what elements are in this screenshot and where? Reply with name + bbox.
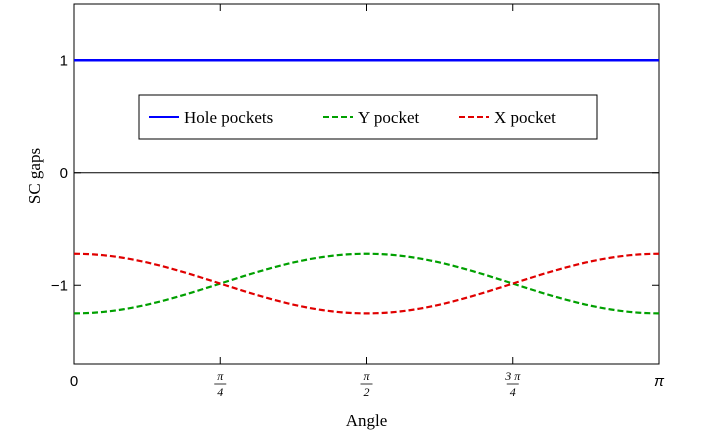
legend-box <box>138 94 598 140</box>
legend: Hole pockets Y pocket X pocket <box>138 94 598 140</box>
series-line <box>73 252 660 315</box>
legend-label: Y pocket <box>358 108 419 127</box>
axis-ticks: 0 π 4 π 2 3 π 4 π 1 0 −1 <box>51 4 665 399</box>
x-tick-label: 0 <box>70 373 78 390</box>
series-line <box>73 252 660 315</box>
x-tick-label: π <box>654 373 665 390</box>
x-tick-label-numerator: π <box>217 369 224 383</box>
series-layer <box>73 58 660 315</box>
plot-frame <box>73 3 660 365</box>
x-tick-label-numerator: π <box>363 369 370 383</box>
legend-label: Hole pockets <box>184 108 273 127</box>
x-tick-label-denominator: 2 <box>363 385 369 399</box>
y-tick-label: 1 <box>60 52 68 69</box>
legend-label: X pocket <box>494 108 556 127</box>
y-axis-title: SC gaps <box>25 148 44 204</box>
x-tick-label-denominator: 4 <box>510 385 516 399</box>
y-tick-label: 0 <box>60 165 68 182</box>
x-tick-label-denominator: 4 <box>217 385 223 399</box>
x-tick-label-numerator: 3 π <box>504 369 521 383</box>
x-axis-title: Angle <box>346 411 388 430</box>
y-tick-label: −1 <box>51 277 68 294</box>
